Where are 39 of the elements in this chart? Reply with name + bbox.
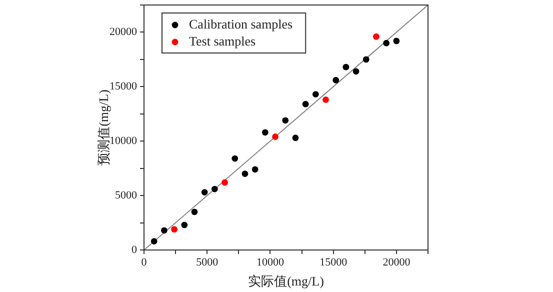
point: [171, 226, 178, 233]
x-tick-label: 15000: [320, 256, 348, 268]
y-tick-label: 10000: [110, 135, 138, 147]
y-tick-label: 5000: [115, 189, 138, 202]
point: [272, 134, 278, 140]
point: [373, 33, 380, 40]
point: [232, 155, 238, 162]
point: [383, 40, 390, 46]
point: [282, 117, 289, 124]
legend-label: Test samples: [189, 33, 256, 48]
point: [201, 189, 208, 196]
point: [342, 64, 350, 70]
point: [242, 170, 248, 177]
y-tick-label: 15000: [110, 80, 138, 93]
point: [191, 208, 198, 216]
y-tick-label: 0: [132, 244, 138, 256]
point: [352, 68, 360, 75]
point: [150, 238, 158, 244]
y-axis-title: 预测值(mg/L): [96, 90, 112, 166]
legend-label: Calibration samples: [189, 16, 293, 32]
point: [332, 76, 340, 84]
point: [160, 227, 168, 234]
point: [312, 91, 319, 98]
x-tick-label: 0: [141, 256, 148, 268]
x-axis-title: 实际值(mg/L): [248, 274, 324, 289]
point: [222, 179, 228, 186]
point: [211, 186, 218, 192]
point: [393, 38, 400, 44]
point: [181, 222, 188, 228]
point: [322, 96, 329, 103]
x-tick-label: 10000: [256, 256, 284, 268]
x-tick-label: 20000: [382, 256, 411, 268]
point: [292, 134, 299, 142]
y-tick-label: 20000: [110, 26, 138, 38]
point: [252, 166, 258, 173]
point: [362, 56, 370, 63]
x-tick-label: 5000: [196, 256, 219, 268]
point: [262, 129, 268, 136]
point: [302, 100, 309, 108]
